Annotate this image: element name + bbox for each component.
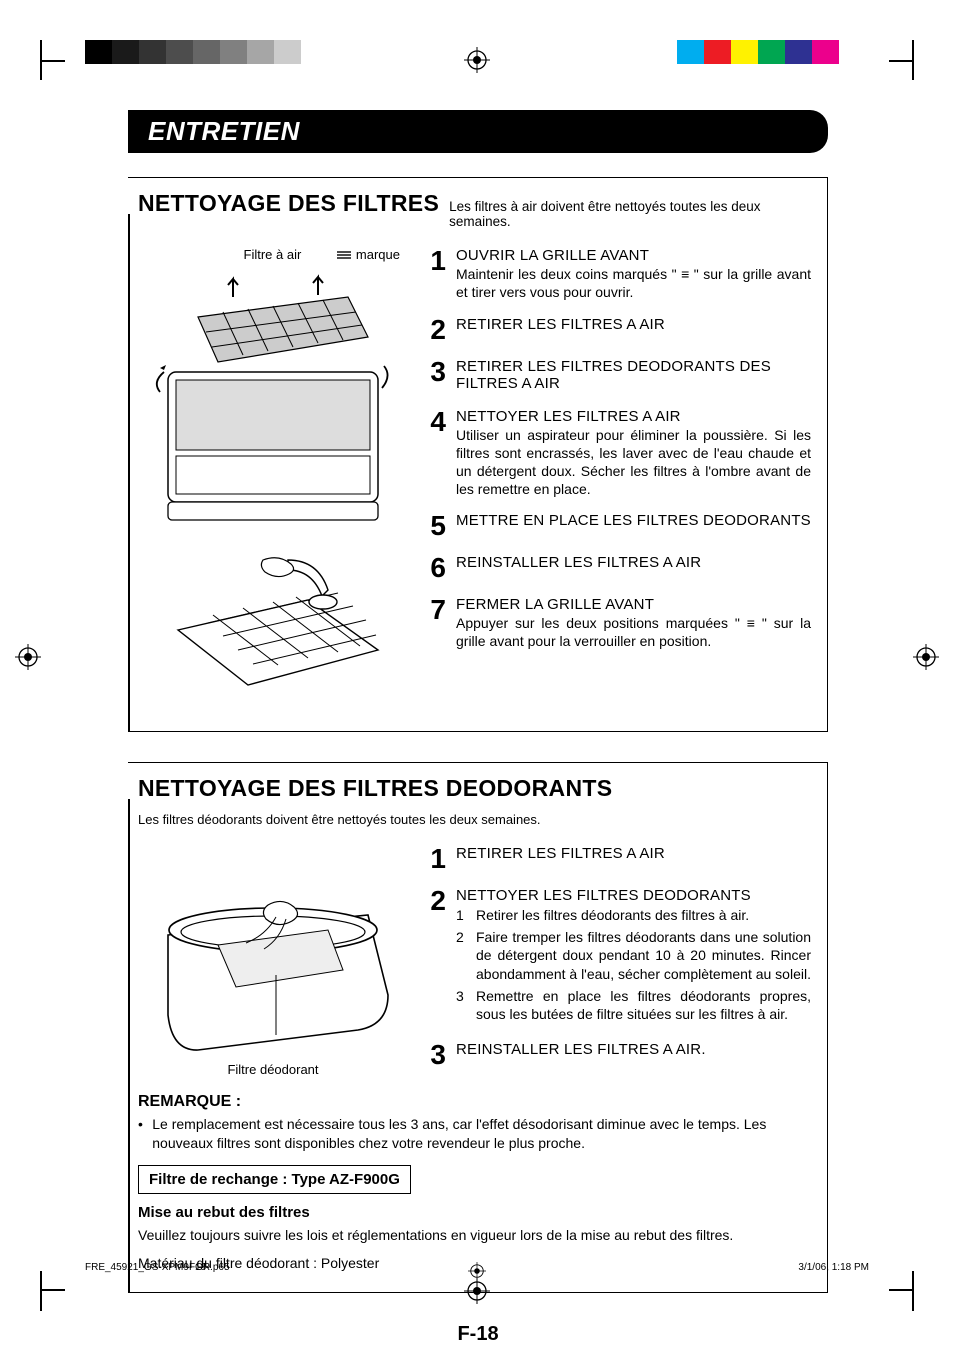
step-description: Utiliser un aspirateur pour éliminer la …	[456, 427, 811, 499]
section-title: ENTRETIEN	[128, 110, 828, 153]
step-number: 2	[424, 316, 446, 344]
soak-filter-illustration	[138, 865, 408, 1055]
step: 3 REINSTALLER LES FILTRES A AIR.	[424, 1041, 811, 1069]
step-title: NETTOYER LES FILTRES A AIR	[456, 408, 811, 425]
substep-text: Remettre en place les filtres déodorants…	[476, 987, 811, 1023]
swatch	[166, 40, 193, 64]
disposal-heading: Mise au rebut des filtres	[138, 1204, 811, 1221]
step: 2 NETTOYER LES FILTRES DEODORANTS 1 Retirer…	[424, 887, 811, 1027]
substep-text: Retirer les filtres déodorants des filtr…	[476, 906, 749, 924]
swatch	[85, 40, 112, 64]
footer-page: 18	[195, 1262, 206, 1273]
step-title: RETIRER LES FILTRES A AIR	[456, 316, 811, 333]
step: 4 NETTOYER LES FILTRES A AIR Utiliser un a…	[424, 408, 811, 499]
vacuum-filter-illustration	[138, 540, 408, 710]
step: 3 RETIRER LES FILTRES DEODORANTS DES FILT…	[424, 358, 811, 394]
substeps: 1 Retirer les filtres déodorants des filt…	[456, 906, 811, 1023]
crop-mark	[912, 1271, 914, 1311]
swatch	[139, 40, 166, 64]
substep-number: 3	[456, 987, 468, 1023]
step-title: METTRE EN PLACE LES FILTRES DEODORANTS	[456, 512, 811, 529]
crop-mark	[40, 1271, 42, 1311]
filter-label: Filtre à air	[244, 247, 302, 263]
step: 2 RETIRER LES FILTRES A AIR	[424, 316, 811, 344]
remark-text: •Le remplacement est nécessaire tous les…	[138, 1115, 811, 1153]
crop-mark	[889, 1289, 914, 1291]
step: 5 METTRE EN PLACE LES FILTRES DEODORANTS	[424, 512, 811, 540]
remark-heading: REMARQUE :	[138, 1093, 811, 1111]
footer-filename: FRE_45921_GS-XPM9FGR.p65	[85, 1262, 230, 1273]
registration-mark-icon	[15, 644, 41, 670]
illustration-column: Filtre à air marque	[138, 247, 408, 713]
step-number: 5	[424, 512, 446, 540]
crop-mark	[40, 60, 65, 62]
crop-mark	[40, 1289, 65, 1291]
substep-text: Faire tremper les filtres déodorants dan…	[476, 928, 811, 983]
swatch	[193, 40, 220, 64]
illustration-column: Filtre déodorant	[138, 845, 408, 1083]
substep-number: 1	[456, 906, 468, 924]
step: 7 FERMER LA GRILLE AVANT Appuyer sur les d…	[424, 596, 811, 651]
mark-label: marque	[336, 247, 400, 263]
step-number: 3	[424, 358, 446, 394]
step-title: FERMER LA GRILLE AVANT	[456, 596, 811, 613]
swatch	[731, 40, 758, 64]
swatch	[785, 40, 812, 64]
step-title: RETIRER LES FILTRES A AIR	[456, 845, 811, 862]
footer-datetime: 3/1/06, 1:18 PM	[798, 1262, 869, 1273]
box-subheading: Les filtres à air doivent être nettoyés …	[449, 199, 811, 229]
deodorant-filter-box: NETTOYAGE DES FILTRES DEODORANTS Les fil…	[128, 762, 828, 1293]
step-title: RETIRER LES FILTRES DEODORANTS DES FILTR…	[456, 358, 811, 392]
swatch	[274, 40, 301, 64]
swatch	[112, 40, 139, 64]
grayscale-color-bar	[85, 40, 301, 64]
page-number: F-18	[128, 1323, 828, 1346]
cmyk-color-bar	[677, 40, 839, 64]
step-number: 1	[424, 247, 446, 302]
page-content: ENTRETIEN NETTOYAGE DES FILTRES Les filt…	[128, 110, 828, 1346]
box-heading: NETTOYAGE DES FILTRES	[138, 190, 439, 217]
print-footer: FRE_45921_GS-XPM9FGR.p65 18 3/1/06, 1:18…	[85, 1262, 869, 1273]
swatch	[220, 40, 247, 64]
steps-list: 1 RETIRER LES FILTRES A AIR 2 NETTOYER LES …	[424, 845, 811, 1083]
swatch	[812, 40, 839, 64]
swatch	[758, 40, 785, 64]
step-number: 4	[424, 408, 446, 499]
ac-unit-illustration	[138, 267, 408, 527]
step-title: NETTOYER LES FILTRES DEODORANTS	[456, 887, 811, 904]
substep-number: 2	[456, 928, 468, 983]
step: 1 OUVRIR LA GRILLE AVANT Maintenir les deu…	[424, 247, 811, 302]
step: 6 REINSTALLER LES FILTRES A AIR	[424, 554, 811, 582]
step-title: REINSTALLER LES FILTRES A AIR	[456, 554, 811, 571]
steps-list: 1 OUVRIR LA GRILLE AVANT Maintenir les deu…	[424, 247, 811, 713]
step-number: 6	[424, 554, 446, 582]
step: 1 RETIRER LES FILTRES A AIR	[424, 845, 811, 873]
box-subheading: Les filtres déodorants doivent être nett…	[138, 812, 811, 827]
step-title: OUVRIR LA GRILLE AVANT	[456, 247, 811, 264]
replacement-filter-box: Filtre de rechange : Type AZ-F900G	[138, 1165, 411, 1194]
step-number: 2	[424, 887, 446, 1027]
swatch	[677, 40, 704, 64]
step-description: Maintenir les deux coins marqués " ≡ " s…	[456, 266, 811, 302]
step-number: 1	[424, 845, 446, 873]
step-description: Appuyer sur les deux positions marquées …	[456, 615, 811, 651]
step-number: 7	[424, 596, 446, 651]
swatch	[704, 40, 731, 64]
step-title: REINSTALLER LES FILTRES A AIR.	[456, 1041, 811, 1058]
registration-mark-icon	[464, 47, 490, 73]
registration-mark-icon	[913, 644, 939, 670]
step-number: 3	[424, 1041, 446, 1069]
deodorant-filter-label: Filtre déodorant	[138, 1062, 408, 1077]
footer-registration-icon	[468, 1262, 486, 1283]
crop-mark	[889, 60, 914, 62]
box-heading: NETTOYAGE DES FILTRES DEODORANTS	[138, 775, 612, 802]
filter-cleaning-box: NETTOYAGE DES FILTRES Les filtres à air …	[128, 177, 828, 732]
swatch	[247, 40, 274, 64]
